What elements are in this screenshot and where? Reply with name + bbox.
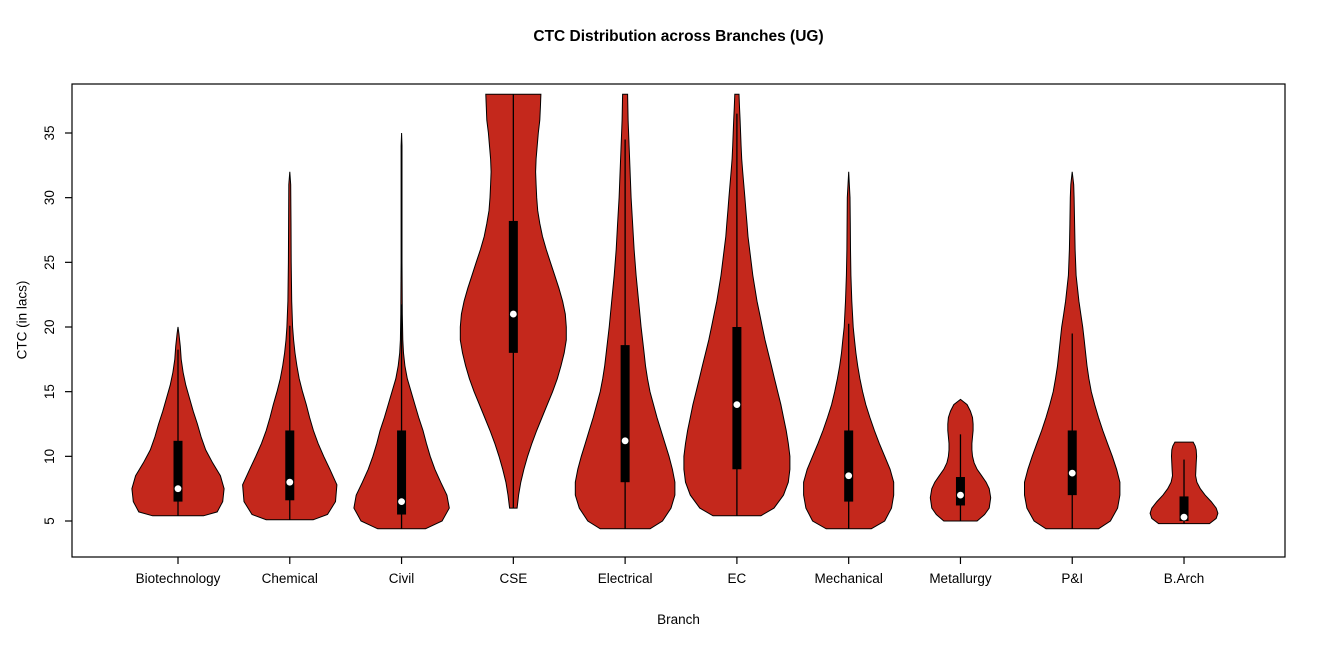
iqr-box-biotechnology <box>173 440 183 502</box>
median-dot-p-i <box>1068 469 1076 477</box>
median-dot-chemical <box>286 478 294 486</box>
plot-border <box>71 83 1286 558</box>
y-tick-label: 35 <box>42 125 57 140</box>
x-tick-label: Mechanical <box>815 571 883 586</box>
x-tick-label: Metallurgy <box>929 571 992 586</box>
iqr-box-b-arch <box>1179 496 1189 521</box>
median-dot-biotechnology <box>174 485 182 493</box>
x-tick-label: Chemical <box>262 571 318 586</box>
iqr-box-electrical <box>620 345 630 483</box>
x-tick-label: Biotechnology <box>136 571 221 586</box>
x-tick-label: Civil <box>389 571 415 586</box>
iqr-box-metallurgy <box>955 477 965 506</box>
median-dot-mechanical <box>845 472 853 480</box>
median-dot-cse <box>509 310 517 318</box>
x-tick-label: B.Arch <box>1164 571 1205 586</box>
y-axis-label: CTC (in lacs) <box>14 280 30 360</box>
x-tick-label: CSE <box>499 571 527 586</box>
iqr-box-ec <box>732 327 742 470</box>
y-tick-label: 20 <box>42 319 57 334</box>
iqr-box-cse <box>508 220 518 353</box>
iqr-box-p-i <box>1067 430 1077 496</box>
y-tick-label: 10 <box>42 449 57 464</box>
median-dot-electrical <box>621 437 629 445</box>
x-tick-label: EC <box>728 571 747 586</box>
x-tick-label: P&I <box>1061 571 1083 586</box>
iqr-box-civil <box>397 430 407 515</box>
x-tick-label: Electrical <box>598 571 653 586</box>
median-dot-civil <box>398 498 405 505</box>
y-tick-label: 15 <box>42 384 57 399</box>
y-tick-label: 25 <box>42 255 57 270</box>
iqr-box-mechanical <box>844 430 854 502</box>
x-axis-label: Branch <box>657 612 700 627</box>
y-tick-label: 30 <box>42 190 57 205</box>
chart-title: CTC Distribution across Branches (UG) <box>533 28 824 45</box>
median-dot-ec <box>733 401 741 408</box>
iqr-box-chemical <box>285 430 295 501</box>
median-dot-metallurgy <box>957 491 964 499</box>
median-dot-b-arch <box>1180 513 1188 521</box>
y-tick-label: 5 <box>42 517 57 525</box>
